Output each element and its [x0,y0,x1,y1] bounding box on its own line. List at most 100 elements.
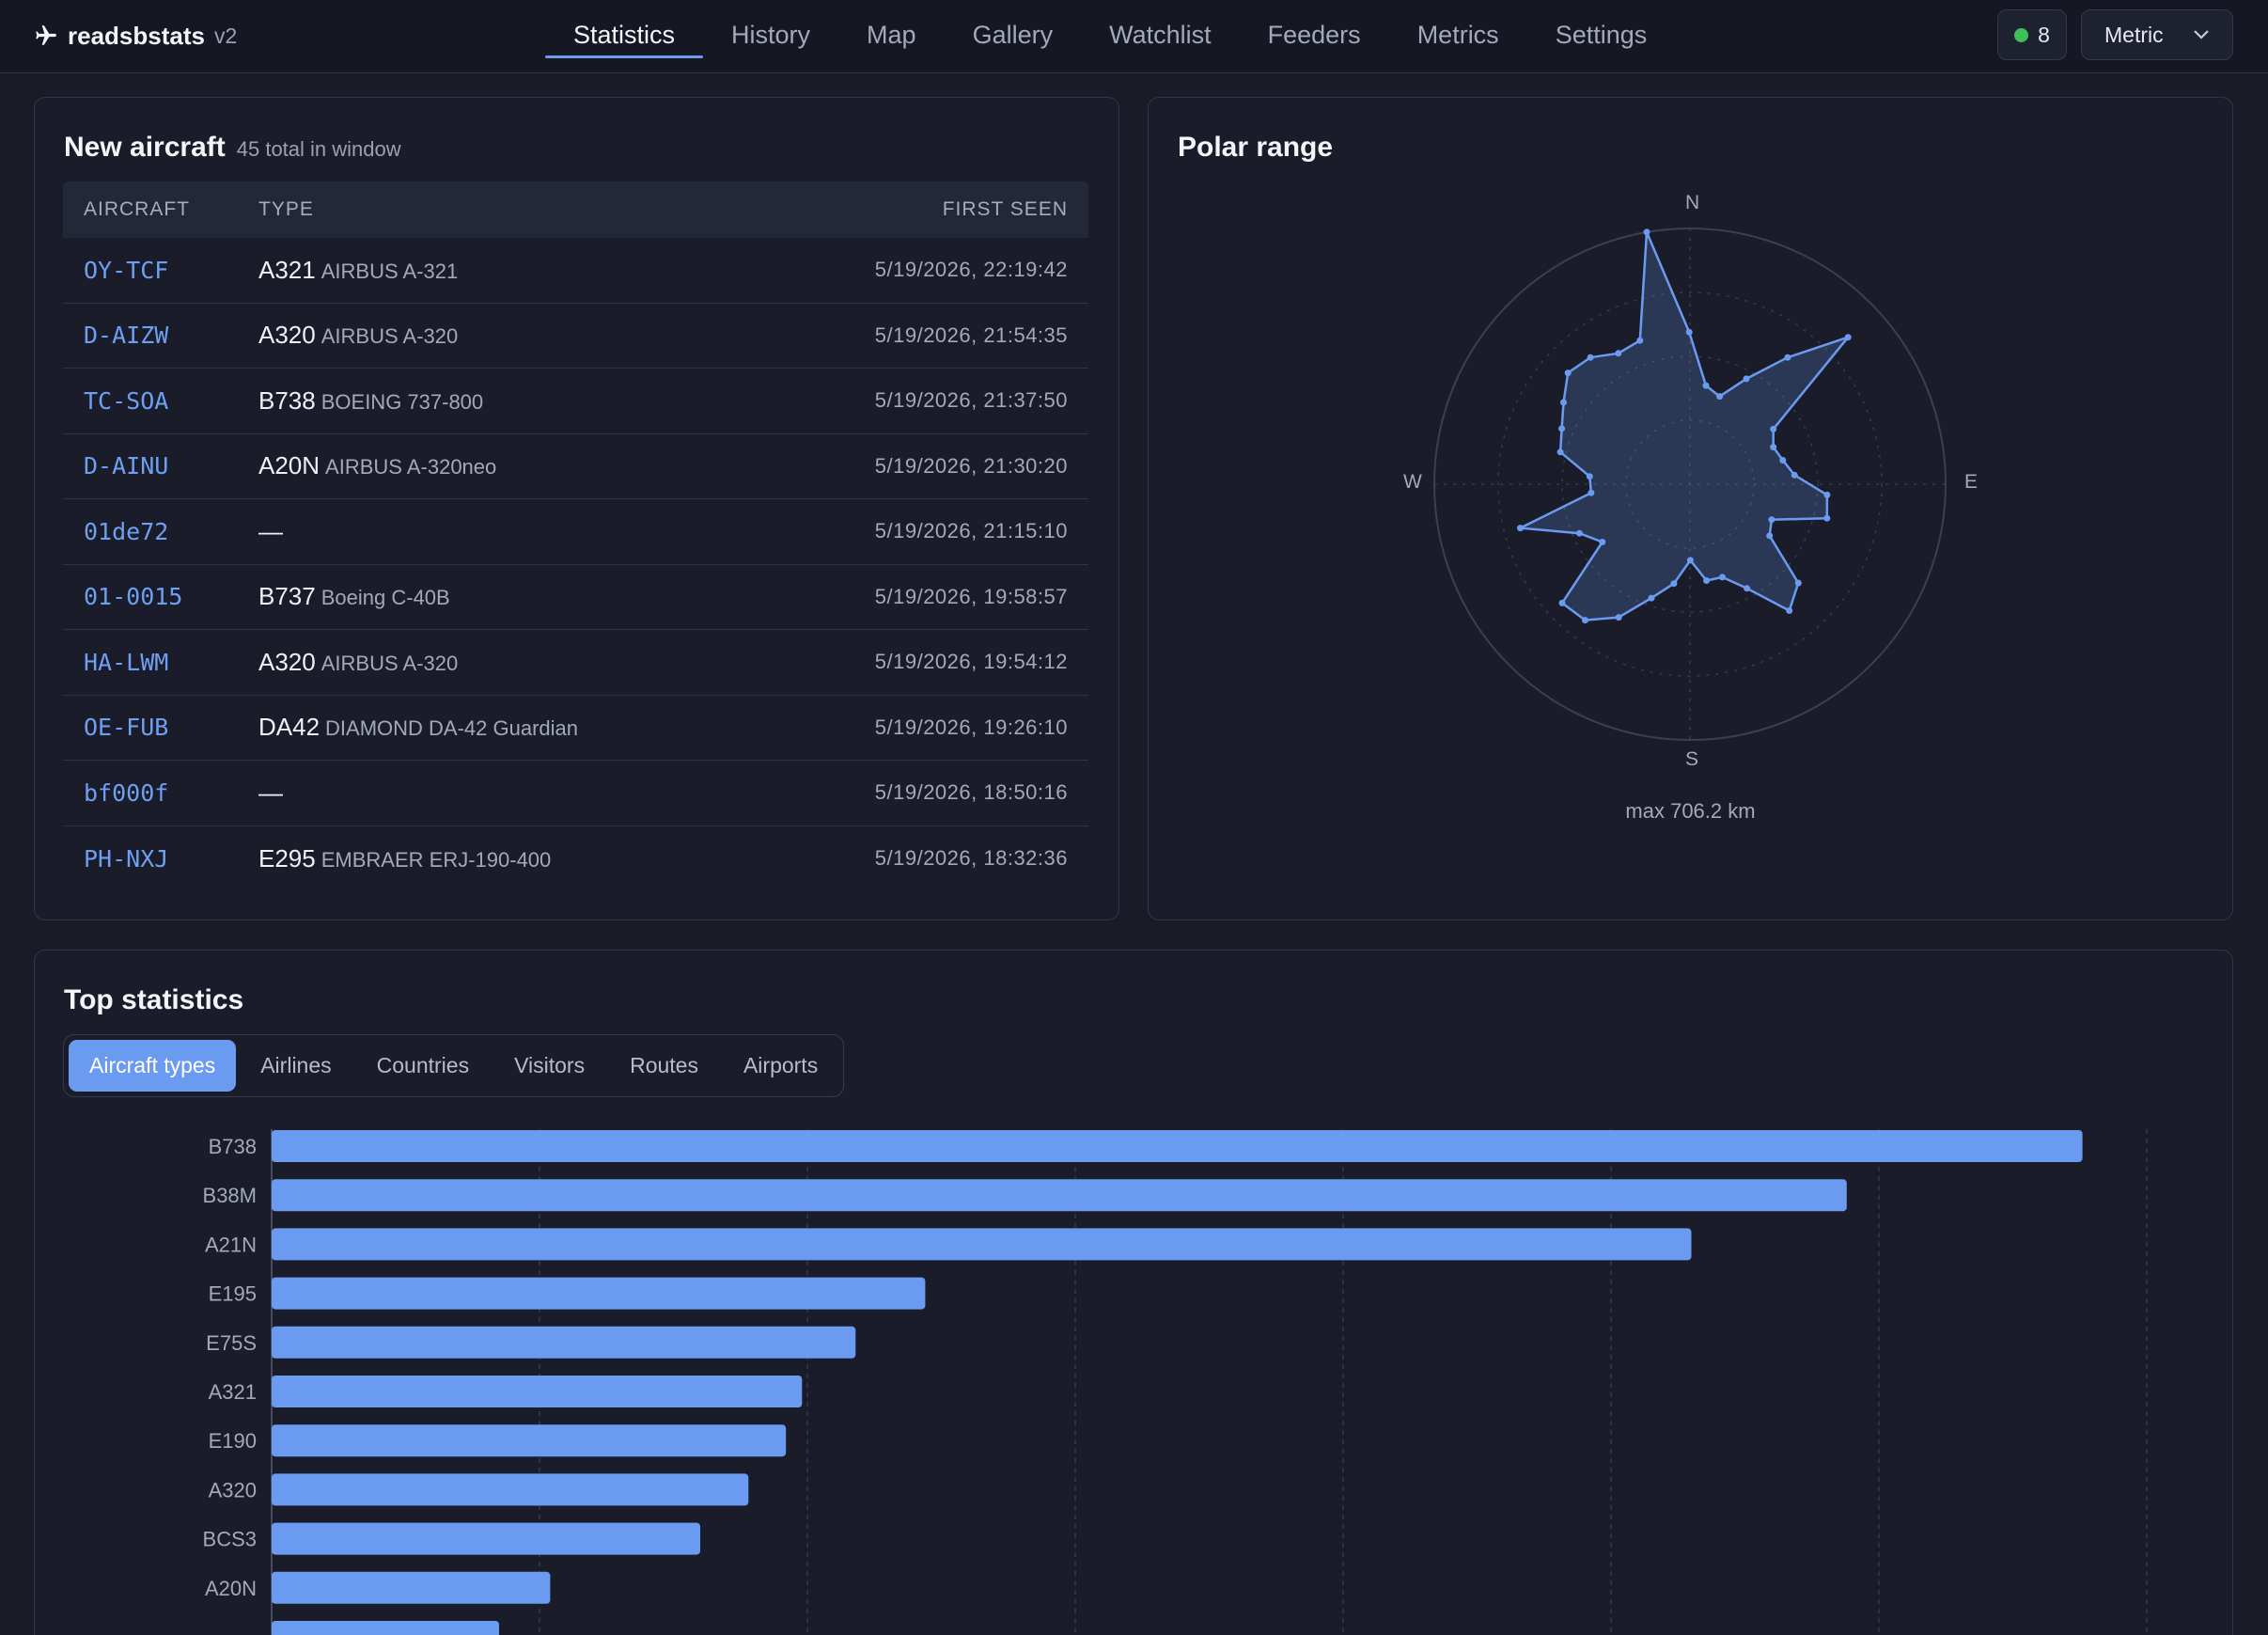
polar-point [1844,334,1852,341]
aircraft-type-code: A320 [258,321,316,350]
polar-point [1743,375,1750,383]
tab-routes[interactable]: Routes [630,1053,698,1077]
aircraft-registration-link[interactable]: D-AIZW [84,322,169,350]
tab-countries[interactable]: Countries [376,1053,470,1077]
nav-settings[interactable]: Settings [1555,21,1648,49]
aircraft-registration-link[interactable]: TC-SOA [84,386,169,415]
bar-label-a321: A321 [209,1380,257,1404]
nav-map[interactable]: Map [867,21,916,49]
bar-bcs3[interactable] [272,1522,700,1555]
bar-a321[interactable] [272,1376,803,1407]
compass-n: N [1685,192,1700,213]
first-seen-time: 5/19/2026, 19:26:10 [874,715,1068,739]
polar-point [1768,516,1775,524]
nav-watchlist[interactable]: Watchlist [1109,21,1212,49]
tab-airlines[interactable]: Airlines [260,1053,332,1077]
polar-range-area [1519,230,1850,621]
polar-point [1586,473,1593,480]
bar-a20n[interactable] [272,1571,551,1604]
aircraft-type-name: EMBRAER ERJ-190-400 [321,847,552,872]
polar-point [1564,369,1572,377]
bar-label-e195: E195 [209,1282,257,1306]
table-row[interactable]: OY-TCF A321 AIRBUS A-321 5/19/2026, 22:19:4… [63,238,1088,304]
polar-point [1744,585,1751,592]
new-aircraft-card: New aircraft 45 total in window AIRCRAFT … [34,97,1119,920]
aircraft-registration-link[interactable]: PH-NXJ [84,844,169,873]
table-row[interactable]: bf000f — 5/19/2026, 18:50:16 [63,761,1088,826]
polar-point [1823,514,1831,522]
polar-point [1582,617,1588,624]
first-seen-time: 5/19/2026, 21:37:50 [874,388,1068,413]
tab-airports[interactable]: Airports [743,1053,819,1077]
polar-point [1716,393,1724,401]
col-type[interactable]: TYPE [258,198,314,220]
aircraft-registration-link[interactable]: OE-FUB [84,714,169,742]
tab-aircraft-types[interactable]: Aircraft types [69,1040,237,1092]
polar-point [1587,354,1594,361]
col-aircraft[interactable]: AIRCRAFT [84,198,190,220]
aircraft-type-code: B737 [258,582,316,611]
polar-point [1791,471,1798,479]
nav-metrics[interactable]: Metrics [1416,21,1499,49]
compass-w: W [1403,471,1422,493]
nav-feeders[interactable]: Feeders [1267,21,1361,49]
aircraft-registration-link[interactable]: bf000f [84,778,169,807]
status-indicator[interactable]: 8 [1997,9,2067,60]
nav-statistics[interactable]: Statistics [545,0,704,73]
first-seen-time: 5/19/2026, 22:19:42 [874,258,1068,282]
nav-gallery[interactable]: Gallery [972,21,1054,49]
bar-label-e190: E190 [209,1429,257,1453]
bar-e195[interactable] [272,1277,926,1310]
bar-e190[interactable] [272,1424,787,1457]
bar-label-e75s: E75S [206,1331,257,1355]
aircraft-registration-link[interactable]: HA-LWM [84,648,169,676]
polar-point [1575,529,1583,537]
new-aircraft-table: AIRCRAFT TYPE FIRST SEEN OY-TCF A321 AIRBU… [63,181,1088,891]
bar-b38m[interactable] [272,1179,1847,1212]
aircraft-registration-link[interactable]: D-AINU [84,452,169,480]
first-seen-time: 5/19/2026, 18:50:16 [874,780,1068,805]
aircraft-type-name: DIAMOND DA-42 Guardian [325,716,579,741]
polar-max-label: max 706.2 km [1625,799,1756,823]
top-bar: readsbstats v2 Statistics History Map Galle… [0,0,2268,73]
bar-a21n[interactable] [272,1228,1692,1261]
table-row[interactable]: OE-FUB DA42 DIAMOND DA-42 Guardian 5/19/202… [63,696,1088,761]
table-row[interactable]: D-AIZW A320 AIRBUS A-320 5/19/2026, 21:54:3… [63,304,1088,369]
table-row[interactable]: PH-NXJ E295 EMBRAER ERJ-190-400 5/19/2026, … [63,826,1088,892]
aircraft-registration-link[interactable]: 01de72 [84,517,169,545]
nav-history[interactable]: History [731,21,811,49]
bar-e75s[interactable] [272,1326,856,1359]
bar-label-a20n: A20N [205,1577,257,1600]
aircraft-type-code: — [258,778,283,807]
aircraft-type-name: Boeing C-40B [321,586,450,610]
col-first-seen[interactable]: FIRST SEEN [942,198,1068,220]
table-row[interactable]: D-AINU A20N AIRBUS A-320neo 5/19/2026, 21:3… [63,434,1088,499]
table-row[interactable]: HA-LWM A320 AIRBUS A-320 5/19/2026, 19:54:1… [63,630,1088,696]
tab-visitors[interactable]: Visitors [514,1053,586,1077]
polar-point [1558,599,1566,606]
bar-label-b38m: B38M [203,1184,257,1207]
aircraft-registration-link[interactable]: 01-0015 [84,583,183,611]
bar-partial[interactable] [272,1621,499,1635]
bar-a320[interactable] [272,1473,749,1506]
brand[interactable]: readsbstats v2 [34,17,237,55]
table-row[interactable]: 01-0015 B737 Boeing C-40B 5/19/2026, 19:58:… [63,565,1088,630]
table-body: OY-TCF A321 AIRBUS A-321 5/19/2026, 22:19:4… [63,238,1088,891]
polar-point [1560,399,1567,406]
top-statistics-card: Top statistics Aircraft types Airlines Cou… [34,950,2233,1635]
table-row[interactable]: TC-SOA B738 BOEING 737-800 5/19/2026, 21:37… [63,369,1088,434]
bar-b738[interactable] [272,1130,2083,1162]
units-select[interactable]: Metric [2081,9,2233,60]
polar-point [1558,425,1566,432]
table-row[interactable]: 01de72 — 5/19/2026, 21:15:10 [63,499,1088,565]
new-aircraft-title: New aircraft 45 total in window [64,132,401,163]
polar-range-card: Polar range N S E W max 706.2 km [1148,97,2233,920]
brand-version: v2 [213,23,238,48]
bar-label-b738: B738 [209,1135,257,1158]
polar-point [1636,337,1644,344]
polar-point [1686,557,1694,564]
first-seen-time: 5/19/2026, 18:32:36 [874,846,1068,871]
compass-s: S [1685,748,1699,770]
aircraft-registration-link[interactable]: OY-TCF [84,256,169,284]
first-seen-time: 5/19/2026, 19:54:12 [874,650,1068,674]
